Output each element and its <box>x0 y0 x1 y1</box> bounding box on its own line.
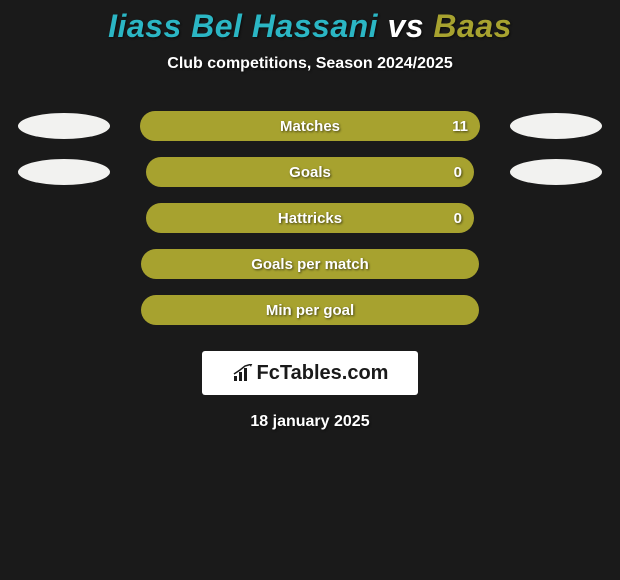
stat-value: 0 <box>454 164 462 181</box>
stat-marker-right <box>510 159 602 185</box>
stats-list: Matches 11 Goals 0 Hattricks 0 <box>0 103 620 333</box>
comparison-title: Iiass Bel Hassani vs Baas <box>0 8 620 45</box>
player2-name: Baas <box>433 8 512 44</box>
bar-wrap: Goals 0 <box>140 157 480 187</box>
subtitle: Club competitions, Season 2024/2025 <box>0 55 620 73</box>
stat-row-goals: Goals 0 <box>0 149 620 195</box>
stat-label: Hattricks <box>278 210 342 227</box>
bar-wrap: Min per goal <box>140 295 480 325</box>
stat-bar: Goals 0 <box>146 157 474 187</box>
stat-value: 11 <box>452 118 468 135</box>
stat-marker-right-empty <box>510 251 602 277</box>
chart-icon <box>232 364 254 382</box>
stat-marker-left-empty <box>18 297 110 323</box>
stat-value: 0 <box>454 210 462 227</box>
player1-name: Iiass Bel Hassani <box>108 8 378 44</box>
comparison-widget: Iiass Bel Hassani vs Baas Club competiti… <box>0 0 620 431</box>
stat-bar: Goals per match <box>141 249 479 279</box>
snapshot-date: 18 january 2025 <box>0 413 620 431</box>
stat-label: Goals per match <box>251 256 369 273</box>
stat-bar: Hattricks 0 <box>146 203 474 233</box>
stat-marker-right-empty <box>510 205 602 231</box>
brand-logo: FcTables.com <box>232 362 389 385</box>
stat-marker-left-empty <box>18 251 110 277</box>
stat-marker-right-empty <box>510 297 602 323</box>
stat-marker-right <box>510 113 602 139</box>
vs-separator: vs <box>387 8 424 44</box>
stat-marker-left <box>18 113 110 139</box>
stat-row-matches: Matches 11 <box>0 103 620 149</box>
stat-label: Matches <box>280 118 340 135</box>
stat-row-min-per-goal: Min per goal <box>0 287 620 333</box>
brand-badge[interactable]: FcTables.com <box>202 351 418 395</box>
stat-row-goals-per-match: Goals per match <box>0 241 620 287</box>
stat-label: Min per goal <box>266 302 354 319</box>
bar-wrap: Goals per match <box>140 249 480 279</box>
stat-bar: Matches 11 <box>140 111 480 141</box>
stat-label: Goals <box>289 164 331 181</box>
stat-marker-left <box>18 159 110 185</box>
stat-row-hattricks: Hattricks 0 <box>0 195 620 241</box>
bar-wrap: Hattricks 0 <box>140 203 480 233</box>
stat-bar: Min per goal <box>141 295 479 325</box>
brand-text: FcTables.com <box>257 362 389 385</box>
stat-marker-left-empty <box>18 205 110 231</box>
bar-wrap: Matches 11 <box>140 111 480 141</box>
